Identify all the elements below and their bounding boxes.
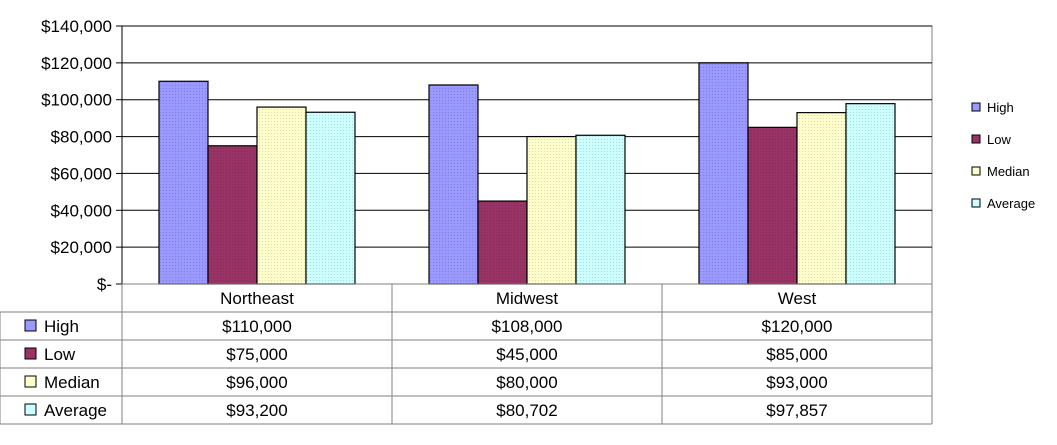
table-cell: $45,000 — [496, 345, 557, 364]
table-cell: $108,000 — [492, 317, 563, 336]
bar-texture — [797, 112, 846, 284]
x-category-label: West — [778, 289, 817, 308]
legend-key-high — [971, 102, 981, 112]
bar-texture — [478, 201, 527, 284]
table-legend-key — [24, 319, 37, 332]
legend-key-low — [971, 134, 981, 144]
table-cell: $97,857 — [766, 401, 827, 420]
table-row-label: High — [44, 317, 79, 336]
y-tick-label: $60,000 — [51, 164, 112, 183]
table-cell: $110,000 — [222, 317, 292, 336]
legend-label: Low — [987, 132, 1011, 147]
y-tick-label: $100,000 — [41, 91, 112, 110]
bar-texture — [748, 127, 797, 284]
legend-key-average — [971, 198, 981, 208]
table-cell: $93,200 — [226, 401, 287, 420]
bar-texture — [576, 135, 625, 284]
bar-texture — [527, 136, 576, 284]
bar-texture — [429, 84, 478, 284]
legend-label: High — [987, 100, 1014, 115]
table-cell: $96,000 — [226, 373, 287, 392]
y-tick-label: $40,000 — [51, 201, 112, 220]
table-row-label: Median — [44, 373, 100, 392]
x-category-label: Midwest — [496, 289, 559, 308]
bar-texture — [306, 112, 355, 284]
bar-texture — [699, 62, 748, 284]
y-tick-label: $120,000 — [41, 54, 112, 73]
table-legend-key — [24, 375, 37, 388]
table-cell: $120,000 — [762, 317, 833, 336]
table-row-label: Average — [44, 401, 107, 420]
table-cell: $75,000 — [226, 345, 287, 364]
bar-texture — [208, 145, 257, 284]
table-cell: $80,000 — [496, 373, 557, 392]
table-cell: $85,000 — [766, 345, 827, 364]
table-cell: $93,000 — [766, 373, 827, 392]
bar-texture — [159, 81, 208, 285]
y-tick-label: $20,000 — [51, 238, 112, 257]
y-tick-label: $- — [97, 275, 112, 294]
bar-texture — [257, 107, 306, 284]
plot-area: $- $20,000 $40,000 $60,000 $80,000 $100,000 $1… — [41, 17, 933, 294]
y-tick-label: $140,000 — [41, 17, 112, 36]
bar-texture — [846, 103, 895, 284]
legend-label: Median — [987, 164, 1030, 179]
x-category-label: Northeast — [220, 289, 294, 308]
legend-key-median — [971, 166, 981, 176]
table-legend-key — [24, 347, 37, 360]
table-cell: $80,702 — [496, 401, 557, 420]
y-tick-label: $80,000 — [51, 128, 112, 147]
data-table: Northeast Midwest West High $110,000 $108,000… — [0, 283, 933, 425]
legend-label: Average — [987, 196, 1035, 211]
table-row-label: Low — [44, 345, 76, 364]
legend: High Low Median Average — [971, 100, 1035, 211]
table-legend-key — [24, 403, 37, 416]
